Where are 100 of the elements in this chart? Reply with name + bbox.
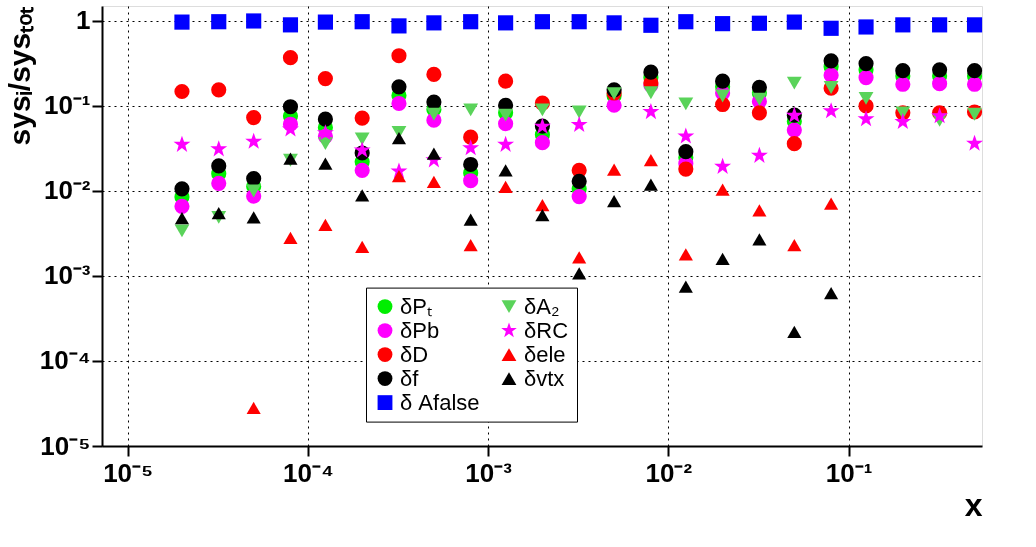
point xyxy=(714,157,732,174)
point xyxy=(174,224,190,238)
point xyxy=(932,17,948,33)
point xyxy=(355,189,370,202)
point xyxy=(715,89,731,103)
x-axis-title: x xyxy=(964,486,983,523)
point xyxy=(354,132,370,146)
point xyxy=(895,63,911,79)
point xyxy=(354,162,370,178)
point xyxy=(391,169,407,183)
point xyxy=(497,135,515,152)
point xyxy=(391,18,407,34)
legend-label: δPₜ xyxy=(400,293,432,319)
point xyxy=(643,178,658,191)
point xyxy=(607,163,622,176)
point xyxy=(318,157,333,170)
point xyxy=(246,401,261,415)
point xyxy=(426,175,441,188)
point xyxy=(246,110,262,126)
point xyxy=(572,251,587,264)
point xyxy=(715,73,731,89)
point xyxy=(174,14,190,30)
point xyxy=(426,94,442,110)
point xyxy=(966,134,984,151)
x-tick-label: 10⁻³ xyxy=(465,457,513,488)
point xyxy=(824,197,839,210)
point xyxy=(318,218,333,231)
point xyxy=(786,14,802,30)
point xyxy=(534,135,550,151)
x-tick-label: 10⁻² xyxy=(645,457,693,488)
point xyxy=(282,50,299,66)
point xyxy=(858,69,874,86)
point xyxy=(391,48,407,64)
point xyxy=(173,135,191,152)
point xyxy=(354,110,370,126)
point xyxy=(282,99,299,115)
point xyxy=(678,280,693,293)
point xyxy=(245,132,263,149)
point xyxy=(752,233,767,246)
point xyxy=(966,17,983,33)
point xyxy=(607,194,622,208)
point xyxy=(678,14,694,30)
point xyxy=(426,15,442,31)
point xyxy=(246,184,262,198)
point xyxy=(572,267,587,280)
point xyxy=(715,252,730,265)
y-tick-label: 10⁻² xyxy=(43,175,91,206)
point xyxy=(463,239,478,252)
point xyxy=(211,206,226,220)
legend-label: δA₂ xyxy=(524,293,560,319)
point xyxy=(858,19,874,35)
point xyxy=(355,240,370,253)
point xyxy=(426,107,442,121)
point xyxy=(535,209,550,222)
point xyxy=(751,15,767,31)
point xyxy=(317,14,333,30)
point xyxy=(354,14,370,30)
point xyxy=(571,105,587,119)
y-tick-label: 10⁻⁵ xyxy=(40,430,91,461)
point xyxy=(463,213,478,226)
point xyxy=(715,96,731,113)
point xyxy=(751,105,767,121)
point xyxy=(498,180,513,193)
point xyxy=(752,204,767,217)
point xyxy=(894,113,912,130)
point xyxy=(211,82,227,98)
point xyxy=(210,140,228,157)
point xyxy=(498,164,513,177)
point xyxy=(317,111,333,127)
point xyxy=(966,76,983,92)
point xyxy=(391,131,407,145)
point xyxy=(462,139,480,156)
point xyxy=(823,67,839,83)
point xyxy=(211,158,227,174)
x-tick-label: 10⁻¹ xyxy=(825,457,873,488)
point xyxy=(282,17,299,33)
point xyxy=(751,92,767,106)
point xyxy=(858,91,874,105)
point xyxy=(571,14,587,30)
point xyxy=(786,122,802,138)
point xyxy=(570,115,588,133)
point xyxy=(824,286,839,300)
point xyxy=(498,15,514,31)
x-tick-label: 10⁻⁴ xyxy=(283,457,334,488)
point xyxy=(750,146,768,163)
point xyxy=(715,16,731,32)
point xyxy=(571,173,587,189)
point xyxy=(463,103,479,117)
point xyxy=(643,86,659,100)
y-axis-title: sysᵢ/sysₜₒₜ xyxy=(2,5,36,146)
point xyxy=(534,14,550,30)
legend-label: δvtx xyxy=(524,365,565,391)
point xyxy=(823,53,839,69)
point xyxy=(895,76,911,92)
point xyxy=(571,188,587,205)
point xyxy=(283,231,298,245)
point xyxy=(211,14,227,30)
point xyxy=(211,175,227,191)
point xyxy=(463,129,479,145)
point xyxy=(174,83,190,100)
